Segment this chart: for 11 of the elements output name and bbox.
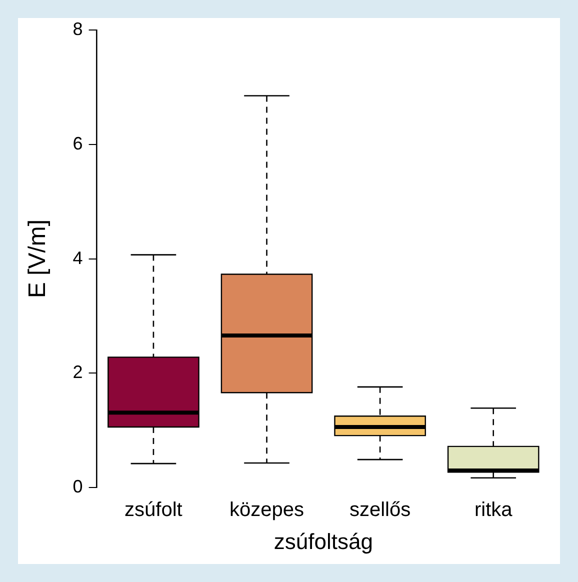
y-tick-label: 6 [72,133,83,154]
x-tick-label: szellős [349,499,411,522]
y-tick-label: 4 [72,248,83,268]
y-tick-label: 8 [72,18,83,39]
x-tick-label: ritka [474,499,514,522]
y-axis-title: E [V/m] [24,219,52,298]
x-tick-label: közepes [230,499,304,522]
y-tick-label: 2 [72,362,83,382]
y-tick-label: 0 [72,476,83,497]
x-tick-label: zsúfolt [124,499,183,522]
x-axis-title: zsúfoltság [274,528,373,554]
